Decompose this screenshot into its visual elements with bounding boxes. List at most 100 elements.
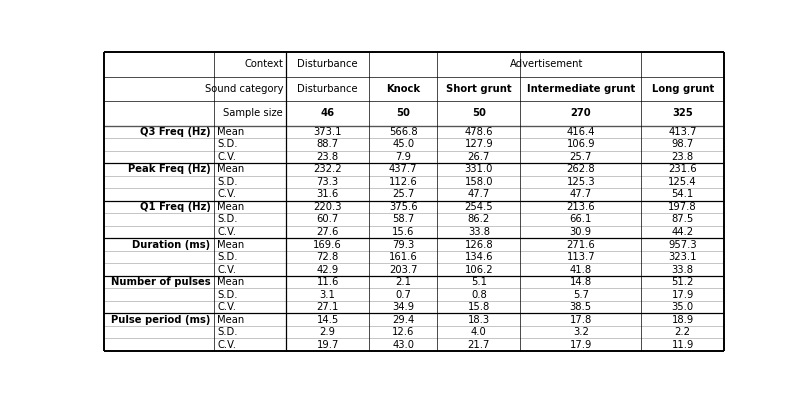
Text: 33.8: 33.8 [671,265,694,274]
Text: 17.9: 17.9 [671,289,694,300]
Text: 3.1: 3.1 [320,289,335,300]
Text: 254.5: 254.5 [464,202,493,212]
Text: 437.7: 437.7 [389,164,418,174]
Text: 3.2: 3.2 [573,327,588,337]
Text: Duration (ms): Duration (ms) [132,240,210,249]
Text: 270: 270 [571,109,591,118]
Text: C.V.: C.V. [218,227,236,237]
Text: 126.8: 126.8 [464,240,493,249]
Text: 11.6: 11.6 [317,277,339,287]
Text: 2.1: 2.1 [395,277,411,287]
Text: 25.7: 25.7 [392,189,414,200]
Text: 271.6: 271.6 [567,240,595,249]
Text: 46: 46 [321,109,334,118]
Text: 72.8: 72.8 [317,252,339,262]
Text: C.V.: C.V. [218,152,236,162]
Text: 262.8: 262.8 [567,164,595,174]
Text: 11.9: 11.9 [671,340,694,350]
Text: 27.1: 27.1 [317,302,339,312]
Text: Disturbance: Disturbance [297,84,358,94]
Text: C.V.: C.V. [218,189,236,200]
Text: S.D.: S.D. [218,252,238,262]
Text: 197.8: 197.8 [668,202,697,212]
Text: 413.7: 413.7 [668,127,697,137]
Text: 17.8: 17.8 [570,315,592,325]
Text: 60.7: 60.7 [317,215,339,225]
Text: 4.0: 4.0 [471,327,487,337]
Text: 17.9: 17.9 [570,340,592,350]
Text: 79.3: 79.3 [393,240,414,249]
Text: Intermediate grunt: Intermediate grunt [526,84,635,94]
Text: 33.8: 33.8 [467,227,490,237]
Text: 12.6: 12.6 [392,327,414,337]
Text: 26.7: 26.7 [467,152,490,162]
Text: 31.6: 31.6 [317,189,339,200]
Text: S.D.: S.D. [218,327,238,337]
Text: 5.7: 5.7 [573,289,588,300]
Text: 44.2: 44.2 [671,227,694,237]
Text: Mean: Mean [218,164,244,174]
Text: Context: Context [244,59,283,69]
Text: 34.9: 34.9 [393,302,414,312]
Text: Advertisement: Advertisement [510,59,584,69]
Text: C.V.: C.V. [218,265,236,274]
Text: 113.7: 113.7 [567,252,595,262]
Text: 30.9: 30.9 [570,227,592,237]
Text: 42.9: 42.9 [317,265,339,274]
Text: 2.2: 2.2 [675,327,691,337]
Text: 331.0: 331.0 [465,164,493,174]
Text: 87.5: 87.5 [671,215,694,225]
Text: 106.2: 106.2 [464,265,493,274]
Text: Q1 Freq (Hz): Q1 Freq (Hz) [139,202,210,212]
Text: 127.9: 127.9 [464,139,493,149]
Text: 50: 50 [472,109,486,118]
Text: Number of pulses: Number of pulses [110,277,210,287]
Text: Sound category: Sound category [205,84,283,94]
Text: 158.0: 158.0 [464,177,493,187]
Text: Peak Freq (Hz): Peak Freq (Hz) [127,164,210,174]
Text: 5.1: 5.1 [471,277,487,287]
Text: 73.3: 73.3 [317,177,339,187]
Text: 2.9: 2.9 [320,327,335,337]
Text: 0.8: 0.8 [471,289,487,300]
Text: 416.4: 416.4 [567,127,595,137]
Text: 213.6: 213.6 [567,202,595,212]
Text: 231.6: 231.6 [668,164,697,174]
Text: 19.7: 19.7 [317,340,339,350]
Text: 21.7: 21.7 [467,340,490,350]
Text: 566.8: 566.8 [389,127,418,137]
Text: 15.8: 15.8 [467,302,490,312]
Text: S.D.: S.D. [218,289,238,300]
Text: 7.9: 7.9 [395,152,411,162]
Text: 88.7: 88.7 [317,139,339,149]
Text: Mean: Mean [218,127,244,137]
Text: S.D.: S.D. [218,177,238,187]
Text: 125.4: 125.4 [668,177,697,187]
Text: 25.7: 25.7 [570,152,592,162]
Text: 325: 325 [672,109,693,118]
Text: 18.9: 18.9 [671,315,694,325]
Text: 220.3: 220.3 [314,202,342,212]
Text: 373.1: 373.1 [314,127,342,137]
Text: 106.9: 106.9 [567,139,595,149]
Text: Pulse period (ms): Pulse period (ms) [111,315,210,325]
Text: 50: 50 [397,109,410,118]
Text: 14.5: 14.5 [317,315,339,325]
Text: 203.7: 203.7 [389,265,418,274]
Text: 0.7: 0.7 [395,289,411,300]
Text: 23.8: 23.8 [671,152,694,162]
Text: 323.1: 323.1 [668,252,697,262]
Text: 161.6: 161.6 [388,252,418,262]
Text: 478.6: 478.6 [464,127,493,137]
Text: S.D.: S.D. [218,139,238,149]
Text: 54.1: 54.1 [671,189,694,200]
Text: 47.7: 47.7 [570,189,592,200]
Text: Mean: Mean [218,240,244,249]
Text: 51.2: 51.2 [671,277,694,287]
Text: 66.1: 66.1 [570,215,592,225]
Text: 232.2: 232.2 [314,164,342,174]
Text: Q3 Freq (Hz): Q3 Freq (Hz) [139,127,210,137]
Text: 38.5: 38.5 [570,302,592,312]
Text: Mean: Mean [218,315,244,325]
Text: 23.8: 23.8 [317,152,339,162]
